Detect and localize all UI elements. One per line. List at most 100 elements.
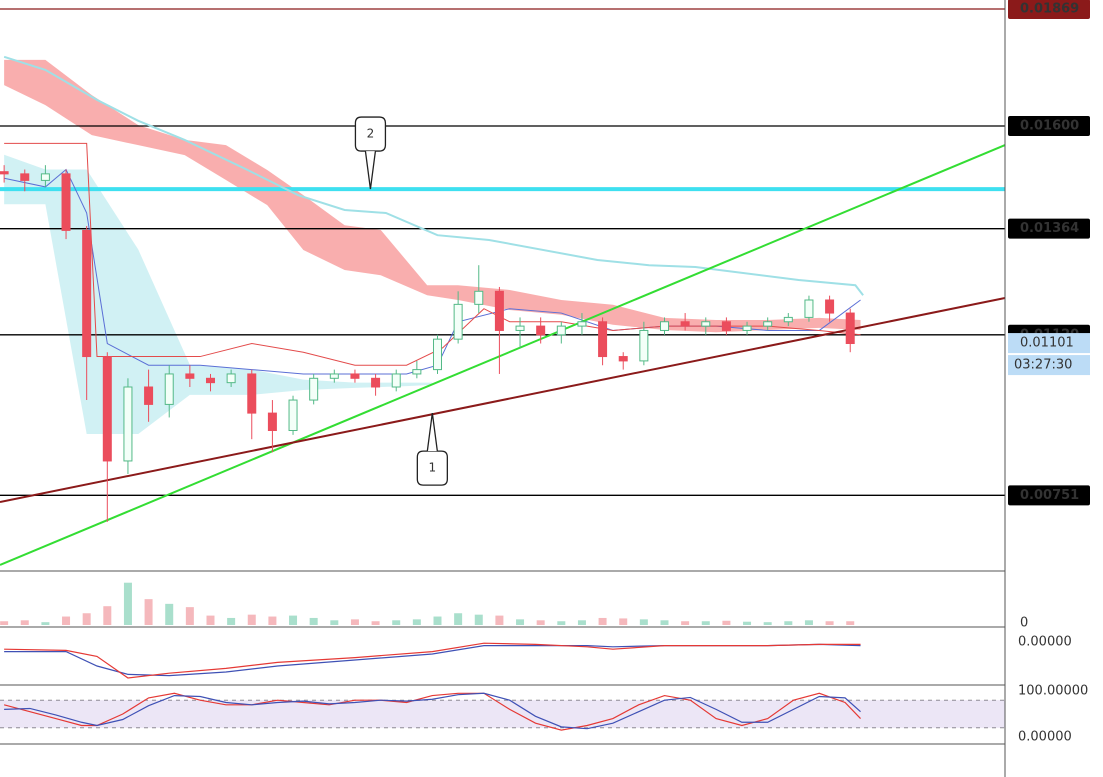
volume-bar (103, 606, 112, 625)
level-label: 0.01600 (1020, 119, 1079, 134)
candle-body (474, 290, 484, 305)
volume-bar (454, 613, 463, 625)
callout (416, 450, 448, 486)
volume-bar (185, 607, 194, 625)
volume-bar (516, 619, 525, 625)
indicator-line (3, 55, 864, 296)
volume-bar (701, 621, 710, 625)
candle-body (0, 171, 9, 175)
oscillator-line (4, 642, 861, 679)
volume-bar (681, 621, 690, 625)
volume-bar (474, 614, 483, 625)
candle-body (618, 356, 628, 362)
candle-body (453, 303, 463, 340)
candle-body (144, 386, 154, 405)
candle-body (164, 373, 174, 405)
candle-body (783, 316, 793, 323)
trend-line (0, 297, 1006, 503)
callout-pointer (426, 413, 438, 452)
volume-bar (41, 622, 50, 625)
candle-body (412, 369, 422, 375)
candle-body (721, 321, 731, 331)
candle-body (515, 325, 525, 331)
volume-bar (206, 615, 215, 625)
level-label: 0.01869 (1020, 2, 1079, 17)
candle-body (804, 299, 814, 318)
candle-body (205, 377, 215, 384)
callout (354, 116, 387, 152)
volume-bar (330, 620, 339, 625)
candle-body (845, 312, 855, 345)
volume-bar (289, 615, 298, 625)
level-label-box (1008, 218, 1090, 239)
volume-bar (763, 622, 772, 625)
candle-body (494, 290, 504, 331)
candle-body (556, 325, 566, 336)
price-label-box (1008, 333, 1090, 354)
callout-pointer (364, 151, 377, 190)
volume-bar (123, 582, 132, 625)
volume-bar (227, 617, 236, 625)
candle-body (40, 173, 50, 181)
callout-label: 2 (367, 127, 375, 141)
volume-bar (82, 613, 91, 625)
volume-bar (577, 620, 586, 625)
candle-body (123, 386, 133, 462)
volume-bar (309, 617, 318, 625)
volume-bar (846, 621, 855, 625)
oscillator-line (4, 692, 861, 730)
y-tick-label: 0 (1020, 616, 1028, 631)
volume-bar (165, 603, 174, 625)
volume-bar (62, 616, 71, 625)
candle-body (20, 173, 30, 181)
candle-body (371, 377, 381, 388)
candle-body (61, 173, 71, 231)
volume-bar (268, 616, 277, 625)
y-tick-label: 0.00000 (1018, 635, 1072, 650)
volume-bar (144, 599, 153, 625)
volume-bar (0, 621, 9, 625)
candle-body (742, 325, 752, 331)
candle-body (185, 373, 195, 379)
volume-bar (639, 619, 648, 625)
volume-bar (392, 620, 401, 625)
callout-label: 1 (429, 461, 437, 475)
candle-body (577, 321, 587, 327)
candle-body (350, 373, 360, 379)
candle-body (226, 373, 236, 384)
volume-bar (619, 618, 628, 625)
volume-bar (557, 621, 566, 625)
candle-body (639, 329, 649, 362)
y-tick-label: 0.00000 (1018, 729, 1072, 744)
candle-body (825, 299, 835, 314)
candle-body (267, 412, 277, 432)
level-label-box (1008, 0, 1090, 20)
y-tick-label: 100.00000 (1018, 683, 1088, 698)
volume-bar (743, 621, 752, 625)
volume-bar (784, 621, 793, 625)
volume-bar (371, 621, 380, 625)
last-price: 0.01101 (1020, 336, 1074, 351)
level-label-box (1008, 116, 1090, 137)
candle-body (391, 373, 401, 388)
volume-bar (247, 614, 256, 625)
oscillator-line (3, 692, 861, 731)
candle-body (763, 321, 773, 327)
candle-body (82, 229, 92, 358)
countdown-box (1008, 355, 1090, 376)
candle-body (432, 338, 442, 371)
candle-body (309, 377, 319, 401)
candle-body (102, 356, 112, 462)
candle-body (680, 321, 690, 327)
volume-bar (722, 620, 731, 625)
level-label-box (1008, 485, 1090, 506)
candle-body (329, 373, 339, 379)
level-label: 0.01364 (1020, 221, 1079, 236)
volume-bar (20, 620, 29, 625)
volume-bar (825, 621, 834, 625)
candle-body (288, 399, 298, 432)
volume-bar (433, 616, 442, 625)
volume-bar (598, 617, 607, 625)
volume-bar (536, 620, 545, 625)
